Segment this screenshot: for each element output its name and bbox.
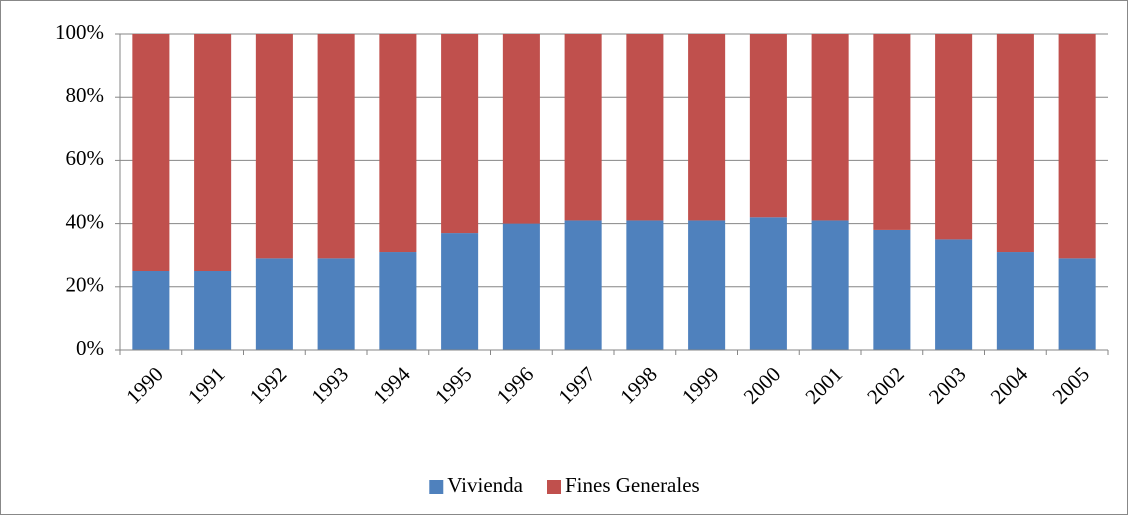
bar [255, 34, 293, 259]
bar [502, 34, 540, 224]
bar [688, 34, 726, 221]
y-tick-label: 20% [66, 273, 105, 297]
bar [132, 34, 170, 271]
bar [811, 34, 849, 221]
bar [626, 34, 664, 221]
y-tick-label: 0% [76, 336, 104, 360]
bar [502, 223, 540, 350]
bar [935, 239, 973, 350]
bar [1058, 258, 1096, 350]
bar [996, 252, 1034, 350]
bar [688, 220, 726, 350]
legend-label: Vivienda [447, 473, 523, 497]
bar [564, 220, 602, 350]
y-tick-label: 60% [66, 146, 105, 170]
legend-swatch [547, 480, 561, 494]
bar [935, 34, 973, 240]
bar [441, 233, 479, 350]
bar [194, 271, 232, 350]
legend-label: Fines Generales [565, 473, 700, 497]
bar [873, 34, 911, 230]
legend-swatch [429, 480, 444, 494]
bar [626, 220, 664, 350]
bar [317, 258, 355, 350]
bar [194, 34, 232, 271]
y-tick-label: 40% [66, 209, 105, 233]
bar [749, 34, 787, 218]
y-tick-label: 80% [66, 83, 105, 107]
bar [379, 252, 417, 350]
bar [749, 217, 787, 350]
bar [1058, 34, 1096, 259]
bar [379, 34, 417, 253]
legend: Vivienda Fines Generales [429, 473, 700, 497]
bar [317, 34, 355, 259]
bar [996, 34, 1034, 253]
bar [441, 34, 479, 234]
bar [811, 220, 849, 350]
bar [564, 34, 602, 221]
bar [132, 271, 170, 350]
y-tick-label: 100% [55, 20, 104, 44]
bar [255, 258, 293, 350]
bar [873, 229, 911, 350]
